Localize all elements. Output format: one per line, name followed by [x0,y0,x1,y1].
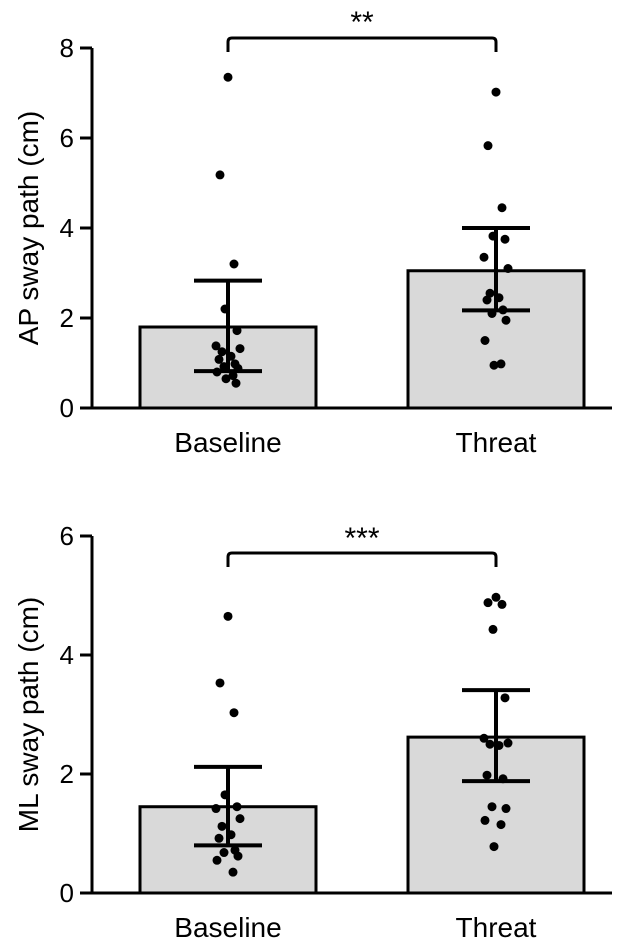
data-point-threat [497,599,507,609]
data-point-baseline [232,802,242,812]
x-tick-label-baseline: Baseline [174,427,281,458]
data-point-threat [497,203,507,213]
data-point-baseline [217,347,227,357]
significance-bracket [226,551,498,567]
data-point-baseline [228,867,238,877]
data-point-threat [503,264,513,273]
data-point-baseline [223,611,233,621]
x-tick-label-baseline: Baseline [174,912,281,940]
data-point-baseline [235,814,245,824]
data-point-baseline [211,804,221,814]
data-point-threat [483,141,493,151]
data-point-threat [487,802,497,812]
data-point-threat [485,739,495,749]
y-tick-label: 2 [60,303,74,333]
data-point-baseline [214,354,224,364]
y-tick-label: 8 [60,33,74,63]
data-point-threat [500,693,510,703]
data-point-threat [501,804,511,814]
data-point-baseline [211,341,221,351]
significance-bracket [226,36,498,52]
y-tick-label: 0 [60,878,74,908]
y-tick-label: 6 [60,521,74,551]
data-point-threat [485,288,495,298]
data-point-threat [482,295,492,305]
x-tick-label-threat: Threat [456,427,537,458]
data-point-baseline [229,259,239,269]
data-point-threat [491,592,501,602]
data-point-threat [480,336,490,345]
y-tick-label: 4 [60,213,74,243]
data-point-threat [503,738,513,748]
data-point-threat [479,733,489,743]
data-point-threat [489,360,499,370]
y-tick-label: 0 [60,393,74,423]
data-point-threat [488,624,498,634]
data-point-baseline [231,378,241,388]
data-point-threat [501,315,511,325]
data-point-threat [483,598,493,608]
data-point-threat [482,770,492,780]
data-point-baseline [228,371,238,381]
data-point-baseline [221,374,231,384]
y-tick-label: 4 [60,640,74,670]
data-point-threat [480,815,490,825]
data-point-threat [496,820,506,830]
y-axis-title: AP sway path (cm) [13,111,44,345]
data-point-baseline [215,170,225,180]
data-point-baseline [217,821,227,831]
significance-label: *** [344,522,379,555]
panel-1: 0 2 4 6 8 Baseline Threat AP sway path (cm) ** [13,6,612,458]
y-tick-label: 2 [60,759,74,789]
x-tick-label-threat: Threat [456,912,537,940]
data-point-baseline [215,678,225,688]
data-point-baseline [223,72,233,82]
data-point-baseline [219,848,229,858]
panel-2: 0 2 4 6 Baseline Threat ML sway path (cm) *** [13,521,612,940]
data-point-threat [479,252,489,262]
data-point-baseline [233,851,243,861]
y-axis-title: ML sway path (cm) [13,597,44,832]
significance-label: ** [350,6,374,39]
data-point-threat [491,87,501,97]
data-point-baseline [229,708,239,718]
data-point-baseline [214,833,224,843]
data-point-threat [500,234,510,244]
data-point-threat [489,842,499,852]
data-point-baseline [235,344,245,354]
data-point-baseline [232,326,242,336]
y-tick-label: 6 [60,123,74,153]
data-point-baseline [212,855,222,865]
data-point-threat [496,359,506,369]
